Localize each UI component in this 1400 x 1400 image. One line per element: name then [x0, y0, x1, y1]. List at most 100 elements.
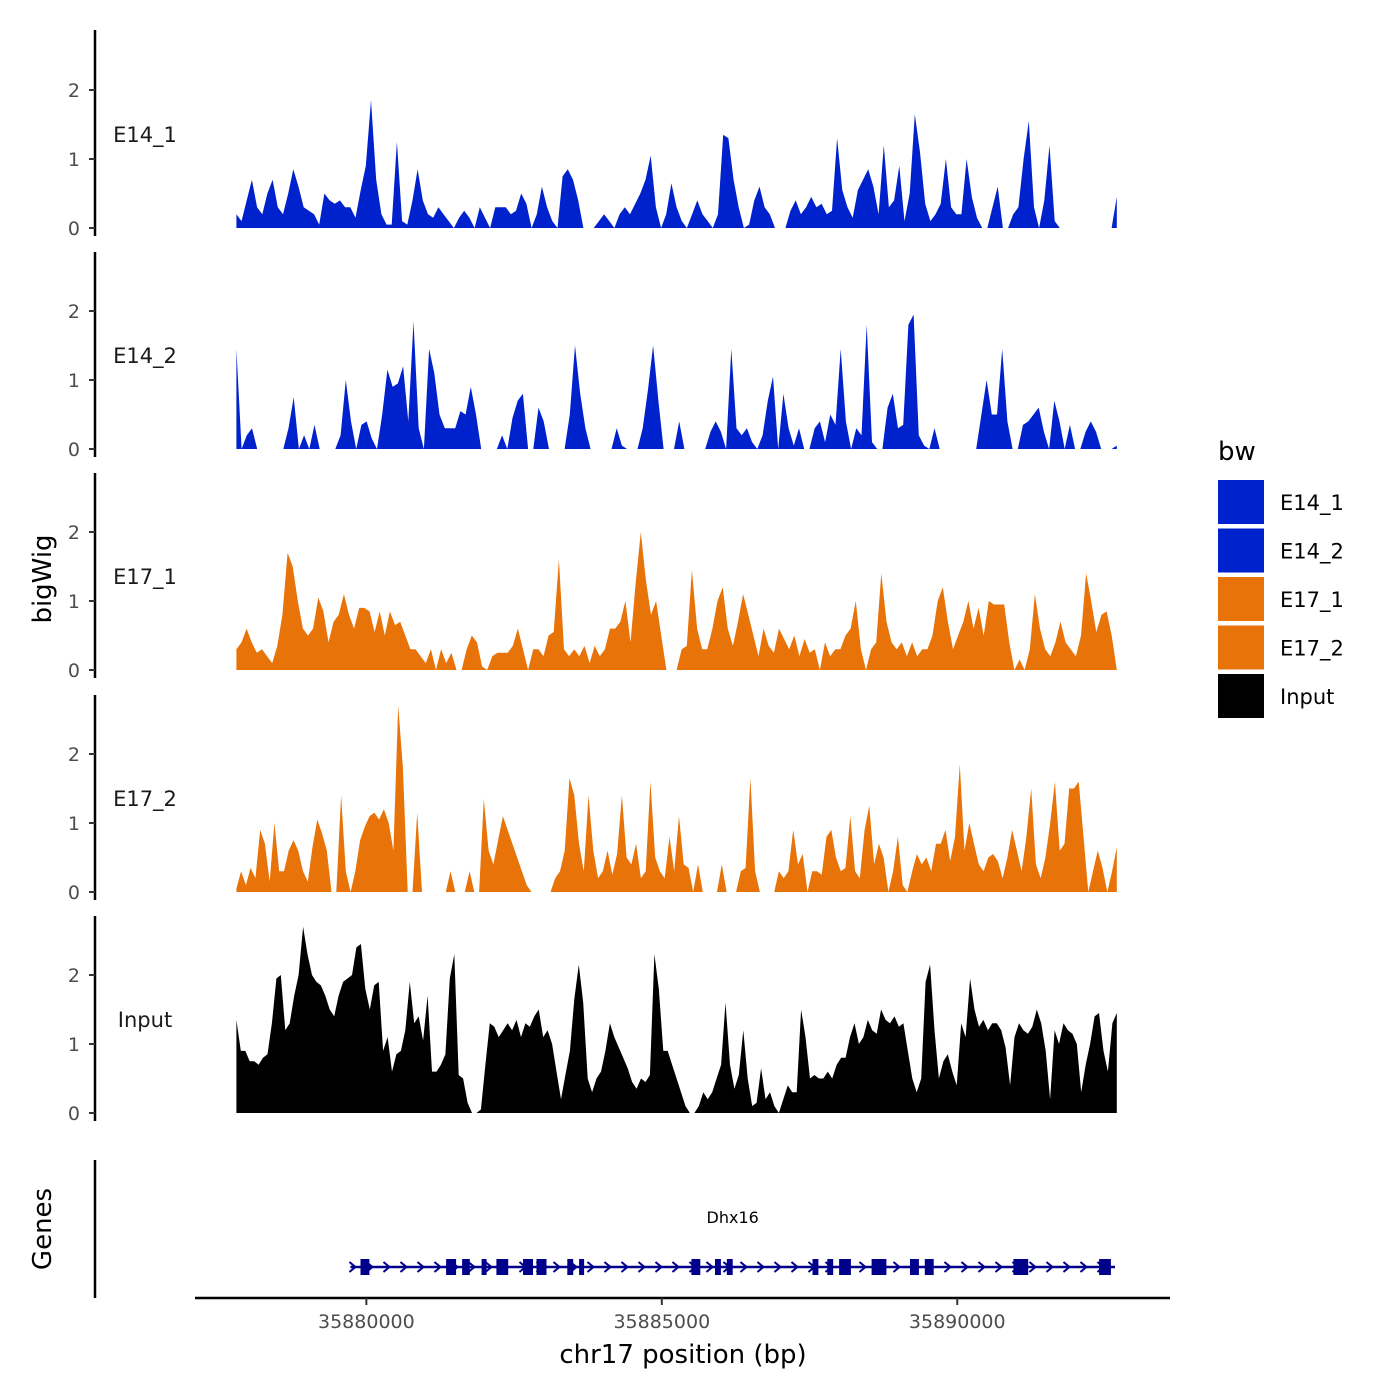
y-tick-label: 1: [68, 149, 80, 171]
strand-arrow: [382, 1261, 392, 1273]
legend-swatch: [1218, 625, 1264, 670]
track-e14-1: 0 1 2 E14_1: [68, 30, 1117, 240]
strand-arrow: [654, 1261, 664, 1273]
y-tick-label: 0: [68, 660, 80, 682]
gene-exon: [523, 1259, 533, 1275]
signal-area: [236, 532, 1117, 670]
y-tick-label: 1: [68, 370, 80, 392]
gene-exon: [446, 1259, 457, 1275]
gene-label: Dhx16: [707, 1208, 759, 1227]
legend-item: E17_1: [1218, 577, 1344, 621]
strand-arrow: [858, 1261, 868, 1273]
signal-area: [236, 100, 1117, 228]
track-label: E17_2: [113, 787, 177, 812]
y-tick-label: 2: [68, 301, 80, 323]
gene-exon: [839, 1259, 851, 1275]
strand-arrow: [960, 1261, 970, 1273]
legend-title: bw: [1218, 437, 1256, 467]
signal-area: [236, 314, 1117, 449]
gene-exon: [910, 1259, 919, 1275]
gene-exon: [812, 1259, 819, 1275]
strand-arrow: [348, 1261, 358, 1273]
x-tick-label: 35880000: [318, 1311, 415, 1333]
strand-arrow: [994, 1261, 1004, 1273]
gene-exon: [567, 1259, 574, 1275]
strand-arrow: [603, 1261, 613, 1273]
signal-tracks: 0 1 2 E14_1 0 1 2 E14_2 0 1 2 E17_1 0 1 2 E17_2 0 1 2 Input: [68, 30, 1117, 1125]
gene-exon: [496, 1259, 509, 1275]
strand-arrow: [1062, 1261, 1072, 1273]
track-e14-2: 0 1 2 E14_2: [68, 252, 1117, 461]
strand-arrow: [484, 1261, 494, 1273]
legend-label: E17_1: [1280, 588, 1344, 613]
strand-arrow: [637, 1261, 647, 1273]
y-axis-title: bigWig: [28, 534, 58, 623]
legend-label: Input: [1280, 685, 1334, 709]
y-tick-label: 2: [68, 744, 80, 766]
gene-exon: [579, 1259, 585, 1275]
y-tick-label: 0: [68, 1103, 80, 1125]
legend-label: E17_2: [1280, 637, 1344, 662]
strand-arrow: [1045, 1261, 1055, 1273]
y-tick-label: 2: [68, 522, 80, 544]
strand-arrow: [1028, 1261, 1038, 1273]
track-label: E14_2: [113, 344, 177, 369]
gene-exon: [726, 1259, 733, 1275]
strand-arrow: [977, 1261, 987, 1273]
strand-arrow: [1079, 1261, 1089, 1273]
y-tick-label: 1: [68, 591, 80, 613]
strand-arrow: [739, 1261, 749, 1273]
strand-arrow: [790, 1261, 800, 1273]
gene-exon: [462, 1259, 470, 1275]
y-tick-label: 2: [68, 965, 80, 987]
legend-swatch: [1218, 528, 1264, 573]
legend: bw E14_1 E14_2 E17_1 E17_2 Input: [1218, 437, 1344, 718]
legend-item: Input: [1218, 674, 1334, 718]
y-tick-label: 0: [68, 882, 80, 904]
gene-track: Dhx16: [93, 1160, 1115, 1298]
strand-arrow: [552, 1261, 562, 1273]
legend-item: E14_2: [1218, 528, 1344, 573]
signal-area: [236, 705, 1117, 892]
gene-exon: [691, 1259, 701, 1275]
gene-exon: [715, 1259, 721, 1275]
gene-exon: [360, 1259, 370, 1275]
strand-arrow: [467, 1261, 477, 1273]
gene-exon: [827, 1259, 834, 1275]
strand-arrow: [586, 1261, 596, 1273]
gene-exon: [536, 1259, 547, 1275]
legend-item: E17_2: [1218, 625, 1344, 670]
strand-arrow: [671, 1261, 681, 1273]
track-e17-1: 0 1 2 E17_1: [68, 473, 1117, 682]
y-tick-label: 0: [68, 218, 80, 240]
y-tick-label: 0: [68, 439, 80, 461]
track-label: Input: [118, 1008, 172, 1032]
x-tick-label: 35885000: [613, 1311, 710, 1333]
y-tick-label: 1: [68, 1034, 80, 1056]
track-label: E14_1: [113, 123, 177, 148]
strand-arrow: [892, 1261, 902, 1273]
legend-swatch: [1218, 480, 1264, 524]
signal-area: [236, 926, 1117, 1113]
legend-label: E14_2: [1280, 540, 1344, 565]
legend-swatch: [1218, 577, 1264, 621]
legend-item: E14_1: [1218, 480, 1344, 524]
strand-arrow: [756, 1261, 766, 1273]
track-label: E17_1: [113, 565, 177, 590]
gene-exon: [481, 1259, 487, 1275]
gene-exon: [871, 1259, 887, 1275]
gene-exon: [1013, 1259, 1029, 1275]
gene-exon: [1099, 1259, 1111, 1275]
legend-label: E14_1: [1280, 491, 1344, 516]
track-input: 0 1 2 Input: [68, 916, 1117, 1125]
strand-arrow: [705, 1261, 715, 1273]
y-tick-label: 1: [68, 813, 80, 835]
strand-arrow: [399, 1261, 409, 1273]
strand-arrow: [620, 1261, 630, 1273]
x-axis: chr17 position (bp) 35880000 35885000 3589…: [195, 1296, 1170, 1370]
strand-arrow: [416, 1261, 426, 1273]
track-e17-2: 0 1 2 E17_2: [68, 695, 1117, 904]
strand-arrow: [773, 1261, 783, 1273]
strand-arrow: [943, 1261, 953, 1273]
